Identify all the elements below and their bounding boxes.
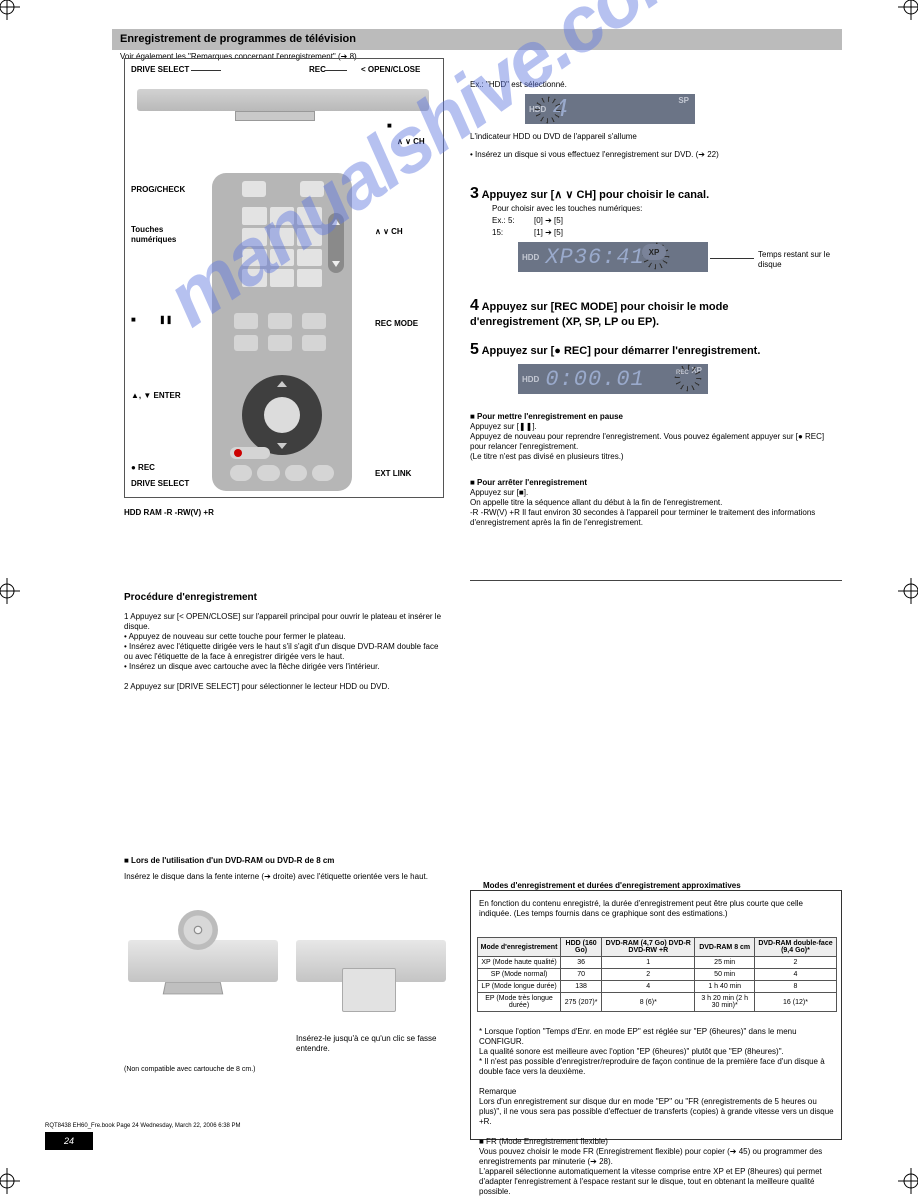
footer-code: RQT8438 EH60_Fre.book Page 24 Wednesday,… xyxy=(45,1123,241,1131)
lcd2-tag: HDD xyxy=(522,253,539,262)
label-numbers: Touches numériques xyxy=(131,225,205,245)
insert-note: (Non compatible avec cartouche de 8 cm.) xyxy=(124,1066,284,1075)
regmark-icon xyxy=(0,1168,20,1194)
proc-heading: Procédure d'enregistrement xyxy=(124,592,257,605)
modes-box-intro: En fonction du contenu enregistré, la du… xyxy=(479,899,835,919)
left-illustration-frame: DRIVE SELECT REC < OPEN/CLOSE ■ ∧ ∨ CH P… xyxy=(124,58,444,498)
label-recmode: REC MODE xyxy=(375,319,418,329)
regmark-icon xyxy=(898,1168,918,1194)
ex1b: [0] ➔ [5] xyxy=(534,216,563,226)
label-drive-select2: DRIVE SELECT xyxy=(131,479,189,489)
label-pause: ❚❚ xyxy=(159,315,172,325)
page: Enregistrement de programmes de télévisi… xyxy=(0,0,918,1188)
lcd2-digits: XP36:41 xyxy=(545,245,644,270)
pause-block: ■ Pour mettre l'enregistrement en pause … xyxy=(470,412,840,462)
label-prog: PROG/CHECK xyxy=(131,185,185,195)
regmark-icon xyxy=(0,0,20,20)
page-number: 24 xyxy=(45,1132,93,1150)
ex2b: [1] ➔ [5] xyxy=(534,228,563,238)
label-drive-select: DRIVE SELECT xyxy=(131,65,189,75)
header-title: Enregistrement de programmes de télévisi… xyxy=(120,33,356,45)
starburst-icon xyxy=(528,90,568,130)
lcd3-digits: 0:00.01 xyxy=(545,367,644,392)
lcd1-mode: SP xyxy=(678,96,689,105)
lcd1-caption: Ex.: "HDD" est sélectionné. xyxy=(470,80,567,90)
label-enter: ▲, ▼ ENTER xyxy=(131,391,195,401)
step3-sub: Pour choisir avec les touches numériques… xyxy=(492,204,642,214)
insert-title: ■ Lors de l'utilisation d'un DVD-RAM ou … xyxy=(124,856,444,866)
lcd3-tag: HDD xyxy=(522,375,539,384)
lcd1-note: L'indicateur HDD ou DVD de l'appareil s'… xyxy=(470,132,810,142)
ex2a: 15: xyxy=(492,228,503,238)
regmark-icon xyxy=(0,578,20,604)
lcd-panel-2: HDD XP36:41 xyxy=(518,242,708,272)
regmark-icon xyxy=(898,578,918,604)
header-band: Enregistrement de programmes de télévisi… xyxy=(112,29,842,50)
stop-block: ■ Pour arrêter l'enregistrement Appuyez … xyxy=(470,478,840,528)
label-extlink: EXT LINK xyxy=(375,469,411,479)
media-formats-line: HDD RAM -R -RW(V) +R xyxy=(124,508,444,518)
remote-control xyxy=(212,173,352,491)
label-rec: REC xyxy=(309,65,326,75)
player-right xyxy=(296,940,446,982)
ex1a: Ex.: 5: xyxy=(492,216,515,226)
modes-table: Mode d'enregistrementHDD (160 Go)DVD-RAM… xyxy=(477,937,837,1012)
starburst-icon xyxy=(668,358,708,398)
device-top-panel xyxy=(137,83,429,123)
label-stop2: ■ xyxy=(387,121,392,131)
insert-body2: Insérez-le jusqu'à ce qu'un clic se fass… xyxy=(296,1034,446,1054)
label-ch: ∧ ∨ CH xyxy=(375,227,403,237)
proc-body: 1 Appuyez sur [< OPEN/CLOSE] sur l'appar… xyxy=(124,612,444,692)
step4-title: 4 Appuyez sur [REC MODE] pour choisir le… xyxy=(470,296,810,330)
regmark-icon xyxy=(898,0,918,20)
xp-badge: XP xyxy=(642,244,666,260)
insert-body1: Insérez le disque dans la fente interne … xyxy=(124,872,444,882)
modes-box-foot: * Lorsque l'option "Temps d'Enr. en mode… xyxy=(479,1027,835,1197)
modes-box: Modes d'enregistrement et durées d'enreg… xyxy=(470,890,842,1140)
lcd2-note: Temps restant sur le disque xyxy=(758,250,848,270)
rec-badge: REC xyxy=(676,370,689,378)
label-stop: ■ xyxy=(131,315,136,325)
modes-box-title: Modes d'enregistrement et durées d'enreg… xyxy=(479,881,745,890)
lcd1-note2: • Insérez un disque si vous effectuez l'… xyxy=(470,150,810,160)
step5-title: 5 Appuyez sur [● REC] pour démarrer l'en… xyxy=(470,340,810,360)
step3-title: 3 Appuyez sur [∧ ∨ CH] pour choisir le c… xyxy=(470,184,810,204)
label-open: < OPEN/CLOSE xyxy=(361,65,420,75)
label-chsel: ∧ ∨ CH xyxy=(397,137,425,147)
player-left xyxy=(128,940,278,982)
label-rec2: ● REC xyxy=(131,463,155,473)
